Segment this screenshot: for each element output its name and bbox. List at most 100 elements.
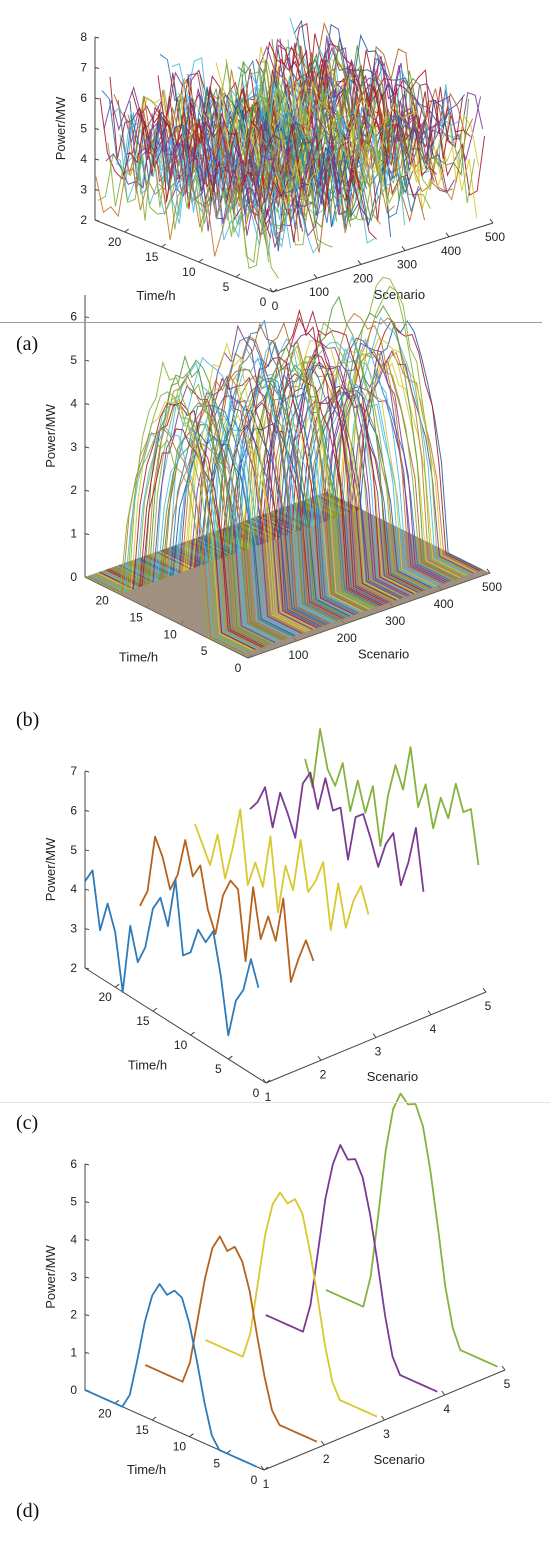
scenario-tick-label: 2 — [323, 1452, 330, 1466]
series-line-scenario-5 — [325, 1092, 498, 1368]
power-tick-label: 1 — [70, 527, 77, 541]
scenario-series-line — [113, 94, 286, 245]
series-group-panel-0 — [95, 17, 486, 279]
power-tick-label: 8 — [80, 30, 87, 44]
scenario-tick-label: 3 — [375, 1045, 382, 1059]
scenario-tick-label: 500 — [485, 230, 505, 244]
scenario-series-line — [281, 52, 453, 192]
series-line-scenario-1 — [84, 1283, 257, 1468]
scenario-series-line — [219, 94, 392, 237]
power-tick — [84, 1163, 90, 1166]
scenario-tick — [357, 260, 362, 265]
scenario-tick-label: 300 — [385, 614, 405, 628]
time-tick-label: 10 — [173, 1440, 187, 1454]
scenario-tick-label: 500 — [482, 580, 502, 594]
power-tick — [94, 36, 100, 39]
scenario-tick — [445, 232, 450, 238]
scenario-series-line — [101, 90, 273, 213]
time-tick-label: 0 — [253, 1086, 260, 1100]
scenario-tick — [427, 1010, 432, 1016]
time-tick — [190, 1031, 195, 1036]
scenario-series-line — [109, 76, 281, 217]
time-tick-label: 5 — [201, 644, 208, 658]
power-tick-label: 2 — [70, 1308, 77, 1322]
series-line-scenario-1 — [84, 869, 260, 1037]
power-tick — [84, 1201, 90, 1204]
series-line-scenario-3 — [194, 808, 370, 931]
time-axis-label: Time/h — [128, 1058, 167, 1073]
scenario-series-line — [277, 48, 450, 170]
scenario-tick-label: 100 — [288, 648, 308, 662]
time-axis-label: Time/h — [127, 1462, 166, 1477]
time-tick-label: 5 — [215, 1062, 222, 1076]
time-tick-label: 20 — [108, 235, 122, 249]
scenario-axis-line — [272, 222, 494, 293]
time-tick — [263, 1466, 269, 1471]
panel-label-b: (b) — [16, 709, 40, 731]
power-tick — [84, 316, 90, 319]
panel-divider-c — [0, 1102, 550, 1103]
power-tick-label: 2 — [70, 483, 77, 497]
power-tick-label: 2 — [70, 961, 77, 975]
power-tick — [84, 489, 90, 492]
scenario-series-line — [90, 426, 247, 654]
scenario-tick — [260, 1465, 265, 1471]
power-tick-label: 7 — [80, 61, 87, 75]
time-tick — [189, 1433, 194, 1438]
scenario-tick — [486, 568, 491, 574]
scenario-tick — [262, 1078, 267, 1084]
scenario-tick-label: 200 — [353, 271, 373, 285]
time-tick-label: 15 — [145, 250, 159, 264]
power-tick — [84, 446, 90, 449]
scenario-tick-label: 200 — [337, 631, 357, 645]
time-tick — [265, 1079, 271, 1084]
time-tick — [161, 243, 167, 248]
power-tick — [84, 359, 90, 362]
series-group-panel-3 — [84, 1092, 498, 1468]
power-tick — [94, 128, 100, 130]
scenario-series-line — [105, 121, 277, 236]
time-axis-label: Time/h — [136, 288, 175, 303]
power-tick — [84, 1238, 90, 1241]
scenario-series-line — [283, 68, 456, 193]
power-tick-label: 5 — [70, 353, 77, 367]
power-tick — [84, 849, 90, 852]
power-tick — [84, 888, 90, 891]
power-axis-label: Power/MW — [53, 96, 68, 160]
power-tick-label: 1 — [70, 1345, 77, 1359]
time-tick-label: 20 — [98, 1406, 112, 1420]
power-tick — [94, 219, 100, 222]
scenario-tick-label: 2 — [320, 1067, 327, 1081]
scenario-tick-label: 400 — [434, 597, 454, 611]
scenario-tick-label: 1 — [263, 1477, 270, 1491]
scenario-series-line — [221, 73, 394, 178]
series-line-scenario-4 — [249, 771, 425, 892]
time-tick-label: 0 — [251, 1473, 258, 1487]
power-tick-label: 5 — [70, 843, 77, 857]
power-tick-label: 6 — [70, 803, 77, 817]
time-tick-label: 5 — [223, 280, 230, 294]
time-tick-label: 0 — [235, 661, 242, 675]
time-tick — [124, 228, 129, 233]
power-tick — [84, 1276, 90, 1279]
time-tick — [151, 1416, 157, 1421]
series-group-panel-2 — [84, 728, 480, 1037]
series-group-panel-1 — [85, 276, 490, 658]
power-tick-label: 3 — [70, 922, 77, 936]
panel-label-d: (d) — [16, 1500, 40, 1522]
scenario-tick — [317, 1055, 322, 1061]
power-axis-label: Power/MW — [43, 403, 58, 467]
axes-panel-2: 0 5 10 15 20 1 2 3 4 5 2 3 4 5 6 7 Time/h Scenario Power/M… — [43, 764, 492, 1104]
power-tick-label: 4 — [70, 396, 77, 410]
power-tick — [84, 402, 90, 405]
scenario-series-line — [88, 428, 245, 654]
power-tick-label: 3 — [70, 440, 77, 454]
scenario-series-line — [95, 168, 268, 257]
scenario-tick — [381, 1415, 385, 1421]
scenario-axis-label: Scenario — [367, 1069, 418, 1084]
scenario-tick-label: 300 — [397, 258, 417, 272]
power-tick — [84, 928, 90, 931]
time-tick-label: 10 — [182, 265, 196, 279]
time-axis-label: Time/h — [119, 650, 158, 665]
